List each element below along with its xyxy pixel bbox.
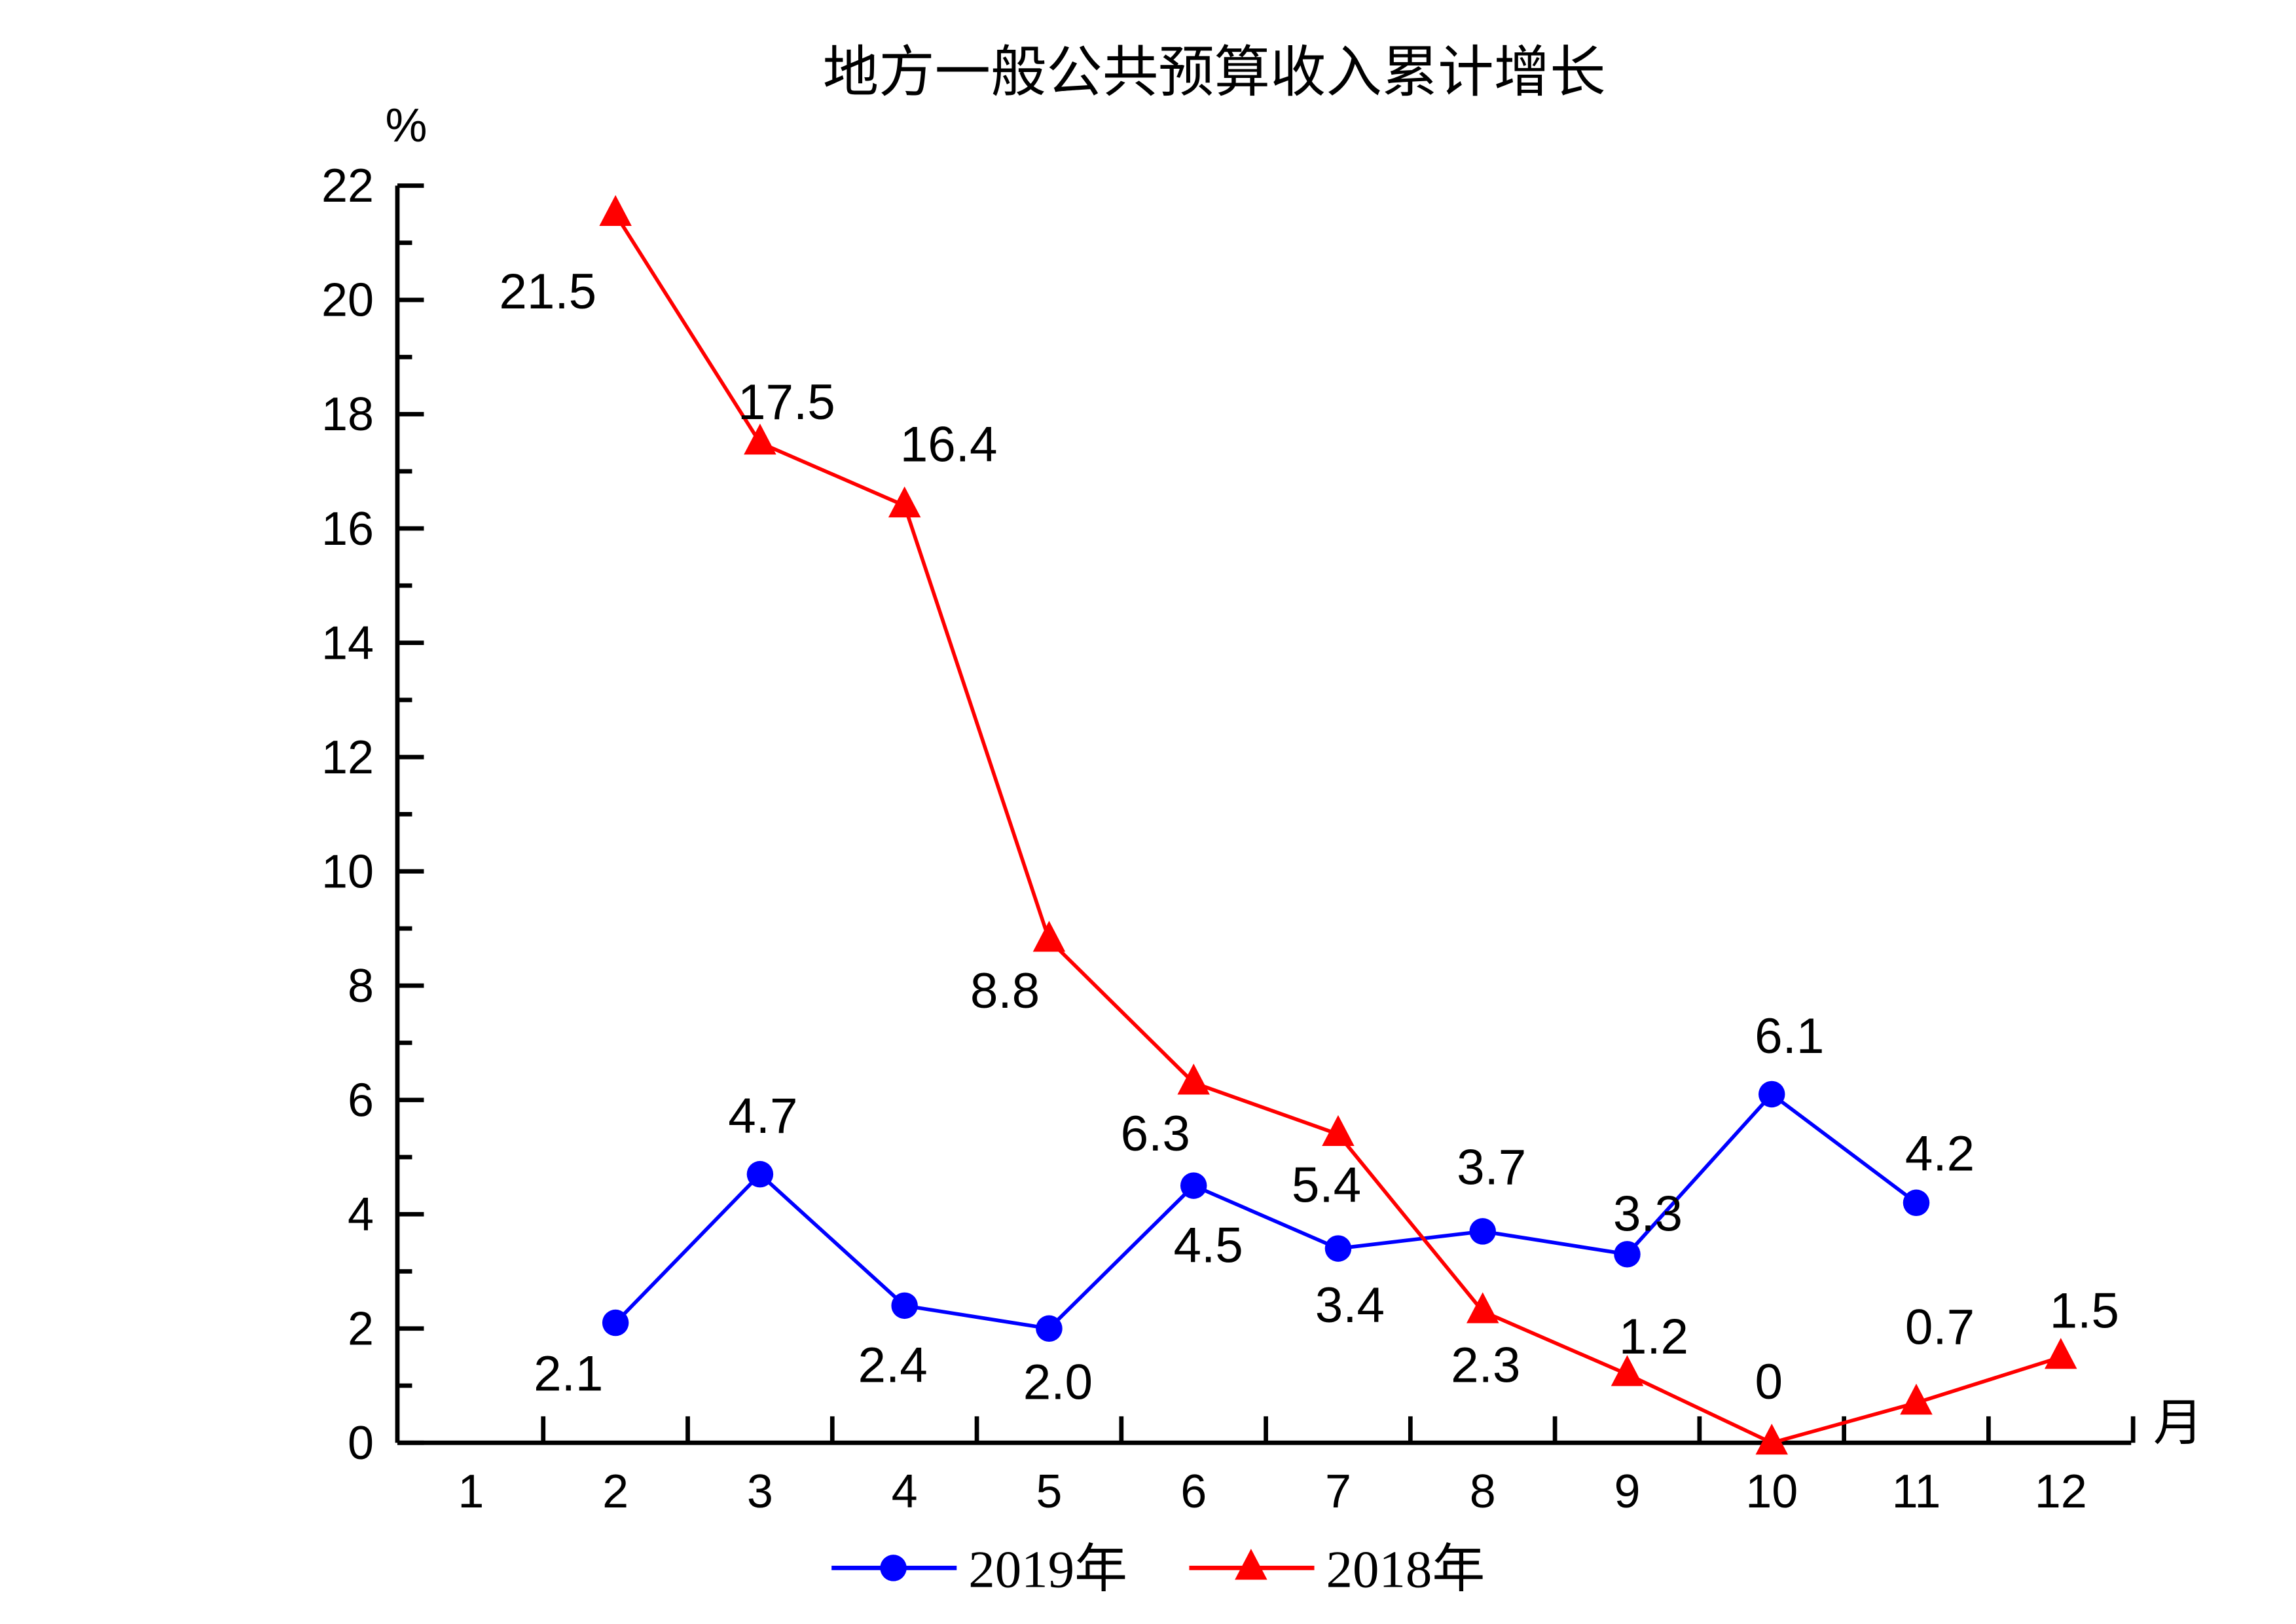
data-point-triangle	[2045, 1338, 2077, 1369]
data-label: 17.5	[738, 375, 835, 430]
x-tick-label: 1	[458, 1466, 484, 1518]
x-tick-label: 12	[2035, 1466, 2087, 1518]
data-label: 8.8	[970, 963, 1040, 1019]
data-label: 2.1	[534, 1346, 603, 1401]
data-point-circle	[1036, 1315, 1063, 1342]
data-point-circle	[1903, 1189, 1930, 1217]
x-tick-label: 7	[1325, 1466, 1351, 1518]
legend-marker-triangle	[1235, 1549, 1267, 1580]
x-tick-label: 2	[602, 1466, 629, 1518]
y-tick-label: 18	[321, 388, 374, 441]
y-tick-label: 6	[348, 1074, 374, 1126]
data-point-circle	[602, 1309, 629, 1337]
data-point-triangle	[1177, 1063, 1210, 1095]
y-tick-label: 10	[321, 845, 374, 898]
data-label: 0.7	[1905, 1299, 1975, 1355]
x-tick-label: 8	[1470, 1466, 1496, 1518]
data-label: 0	[1755, 1354, 1783, 1410]
data-label: 1.2	[1619, 1309, 1688, 1365]
x-tick-label: 4	[892, 1466, 918, 1518]
data-label: 1.5	[2050, 1283, 2119, 1338]
x-tick-label: 9	[1614, 1466, 1640, 1518]
data-label: 3.3	[1613, 1186, 1683, 1242]
data-point-circle	[1758, 1080, 1785, 1108]
x-tick-label: 5	[1036, 1466, 1062, 1518]
data-point-triangle	[599, 194, 632, 227]
y-tick-label: 20	[321, 274, 374, 327]
chart-title: 地方一般公共预算收入累计增长	[823, 41, 1606, 105]
data-label: 4.2	[1905, 1126, 1975, 1181]
data-point-circle	[1180, 1172, 1207, 1199]
data-point-triangle	[888, 486, 921, 518]
series-line-2019年	[614, 1092, 1918, 1331]
data-point-triangle	[1900, 1383, 1933, 1415]
data-label: 2.0	[1023, 1355, 1093, 1411]
data-label: 6.1	[1755, 1008, 1824, 1064]
y-tick-label: 12	[321, 731, 374, 784]
x-axis-label: 月	[2153, 1394, 2203, 1452]
data-label: 3.4	[1315, 1278, 1385, 1333]
y-tick-label: 8	[348, 960, 374, 1012]
x-tick-label: 10	[1745, 1466, 1798, 1518]
data-label: 5.4	[1292, 1157, 1361, 1213]
data-point-triangle	[1466, 1292, 1499, 1323]
data-point-circle	[1324, 1235, 1352, 1262]
data-point-circle	[746, 1160, 774, 1188]
data-point-circle	[891, 1292, 918, 1320]
legend-label: 2019年	[968, 1540, 1127, 1599]
data-point-triangle	[1322, 1115, 1355, 1147]
data-label: 2.3	[1451, 1337, 1520, 1393]
y-tick-label: 16	[321, 503, 374, 555]
x-tick-label: 3	[747, 1466, 773, 1518]
y-axis-label: %	[385, 100, 427, 152]
data-label: 6.3	[1121, 1106, 1190, 1162]
data-point-circle	[1614, 1241, 1641, 1268]
y-tick-label: 22	[321, 160, 374, 212]
y-tick-label: 14	[321, 617, 374, 669]
y-tick-label: 4	[348, 1189, 374, 1241]
x-tick-label: 11	[1892, 1466, 1941, 1518]
data-label: 4.7	[728, 1088, 797, 1144]
y-tick-label: 2	[348, 1302, 374, 1355]
data-label: 16.4	[900, 417, 998, 473]
data-label: 21.5	[499, 264, 596, 320]
data-label: 3.7	[1457, 1139, 1526, 1195]
legend-marker-circle	[880, 1555, 907, 1581]
data-point-circle	[1469, 1218, 1496, 1245]
data-label: 2.4	[858, 1338, 928, 1393]
data-point-triangle	[1611, 1355, 1644, 1386]
y-tick-label: 0	[348, 1417, 374, 1469]
data-label: 4.5	[1174, 1218, 1243, 1274]
data-point-triangle	[1755, 1424, 1788, 1455]
data-point-triangle	[1032, 921, 1066, 952]
x-tick-label: 6	[1180, 1466, 1207, 1518]
legend-label: 2018年	[1326, 1540, 1485, 1599]
data-point-triangle	[744, 423, 776, 455]
